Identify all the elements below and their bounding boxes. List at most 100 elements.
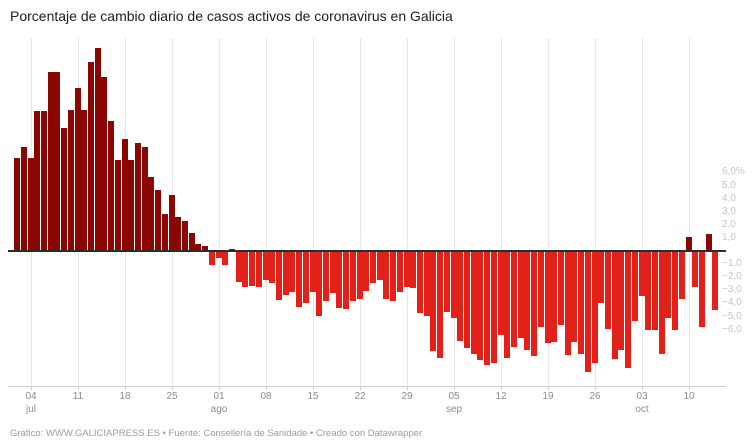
y-tick-label: 6,0%: [722, 166, 745, 178]
bar: [524, 251, 531, 350]
bar: [477, 251, 484, 361]
x-tick-label: 26: [589, 391, 601, 402]
bar: [571, 251, 578, 342]
bar: [289, 251, 296, 293]
gridline: [312, 38, 314, 386]
bar: [155, 189, 162, 252]
x-tick-label: 12: [495, 391, 507, 402]
bar: [504, 251, 511, 358]
bar: [114, 159, 121, 252]
bar: [135, 142, 142, 252]
x-tick-label: 03 oct: [621, 390, 663, 416]
bar: [20, 146, 27, 252]
bar: [235, 251, 242, 282]
bar: [383, 251, 390, 299]
bar: [141, 146, 148, 252]
axis-tick: [124, 386, 126, 390]
bar: [128, 159, 135, 252]
gridline: [265, 38, 267, 386]
bar: [396, 251, 403, 293]
y-tick-label: 5,0: [722, 179, 736, 191]
x-tick-label: 25: [166, 391, 178, 402]
chart-footer: Gráfico: WWW.GALICIAPRESS.ES • Fuente: C…: [10, 428, 423, 439]
gridline: [453, 38, 455, 386]
bar: [195, 243, 202, 252]
bar: [712, 251, 719, 311]
bar: [41, 111, 48, 252]
axis-tick: [453, 386, 455, 390]
bar: [349, 251, 356, 302]
x-tick-label: 05 sep: [433, 390, 475, 416]
x-tick-sublabel: sep: [445, 404, 463, 415]
gridline: [500, 38, 502, 386]
bar: [296, 251, 303, 307]
bar: [457, 251, 464, 341]
bar: [34, 111, 41, 252]
zero-line: [8, 250, 726, 253]
bar: [598, 251, 605, 303]
bar: [175, 217, 182, 252]
bar: [249, 251, 256, 286]
bar: [161, 213, 168, 252]
x-tick-label: 15: [307, 391, 319, 402]
bar: [121, 138, 128, 252]
gridline: [547, 38, 549, 386]
x-tick-label: 29: [401, 391, 413, 402]
bar: [215, 251, 222, 259]
bar: [309, 251, 316, 293]
bar: [14, 158, 21, 252]
bar: [148, 176, 155, 252]
bar: [376, 251, 383, 281]
x-tick-label: 08: [260, 391, 272, 402]
gridline: [359, 38, 361, 386]
bar: [645, 251, 652, 331]
axis-tick: [641, 386, 643, 390]
bar: [101, 77, 108, 252]
bar: [437, 251, 444, 358]
gridline: [406, 38, 408, 386]
bar: [81, 110, 88, 252]
axis-tick: [547, 386, 549, 390]
bar: [430, 251, 437, 352]
bar: [262, 251, 269, 281]
axis-tick: [359, 386, 361, 390]
bar: [390, 251, 397, 302]
bar: [94, 48, 101, 252]
x-tick-label: 04 jul: [10, 390, 52, 416]
x-tick-sublabel: jul: [25, 404, 36, 415]
bar: [558, 251, 565, 325]
bar: [625, 251, 632, 369]
bar: [255, 251, 262, 287]
bar: [276, 251, 283, 300]
bar: [652, 251, 659, 331]
bar: [665, 251, 672, 319]
y-tick-label: −6,0: [722, 323, 742, 335]
bar: [168, 195, 175, 252]
x-tick-label: 22: [354, 391, 366, 402]
bar: [692, 251, 699, 287]
y-tick-label: 4,0: [722, 192, 736, 204]
bar: [336, 251, 343, 308]
bar: [685, 237, 692, 252]
bar: [282, 251, 289, 295]
axis-tick: [312, 386, 314, 390]
bar: [61, 128, 68, 252]
bar: [108, 120, 115, 252]
bar: [202, 246, 209, 252]
bar: [638, 251, 645, 297]
bar: [54, 72, 61, 252]
bar: [672, 251, 679, 331]
bar: [222, 251, 229, 265]
bar: [517, 251, 524, 338]
bar: [229, 248, 236, 252]
bar: [47, 72, 54, 252]
bar: [27, 158, 34, 252]
bar: [705, 234, 712, 252]
y-tick-label: −3,0: [722, 284, 742, 296]
x-tick-label: 11: [72, 391, 84, 402]
bar: [403, 251, 410, 287]
bar: [423, 251, 430, 316]
gridline: [641, 38, 643, 386]
bar: [470, 251, 477, 354]
